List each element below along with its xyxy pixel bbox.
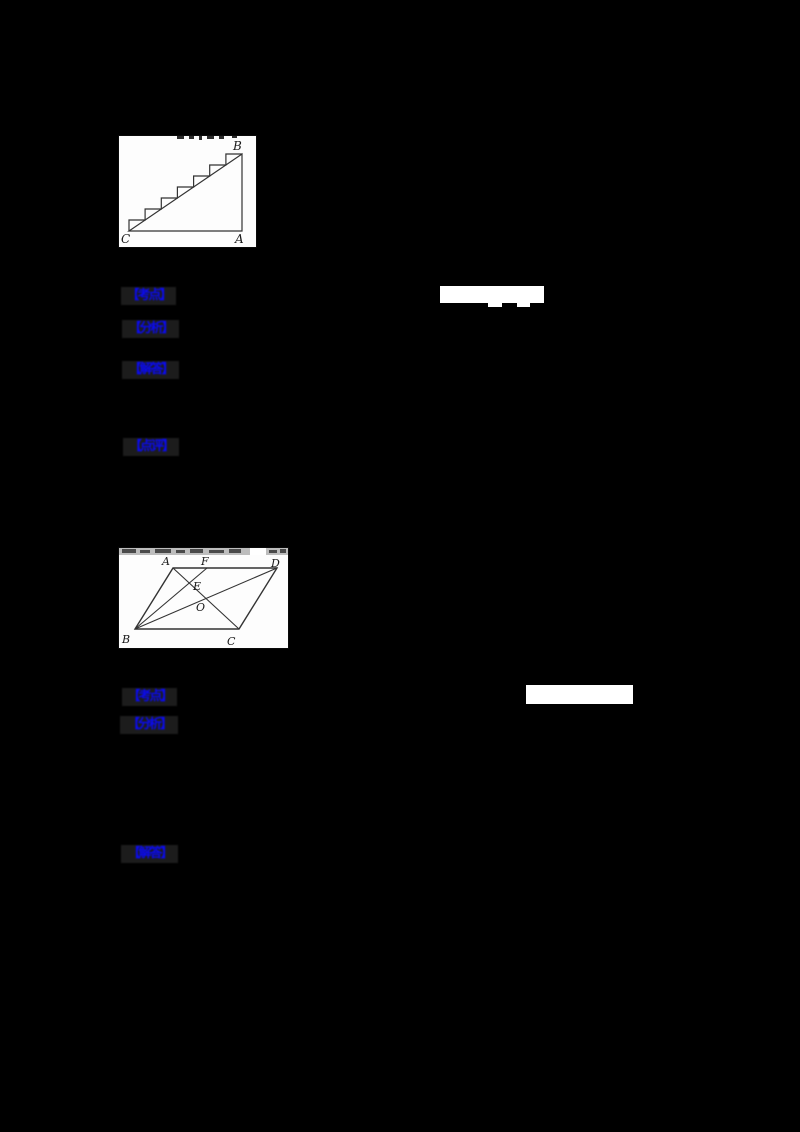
vertex-label-A: A <box>234 232 244 246</box>
vertex-label-B: B <box>121 633 130 646</box>
highlighted-text-1-descender <box>517 302 530 307</box>
cropped-text-fragment <box>232 136 237 138</box>
cropped-text-fragment <box>199 136 202 140</box>
highlighted-text-1-descender <box>488 302 502 307</box>
tag-jieda-2[interactable]: 【解答】 <box>121 845 178 863</box>
vertex-label-O: O <box>196 601 205 614</box>
vertex-label-E: E <box>192 580 201 593</box>
cropped-text-fragment <box>189 136 194 139</box>
vertex-label-B: B <box>232 139 242 153</box>
highlighted-text-1 <box>440 286 544 303</box>
figure-staircase-triangle: B C A <box>119 136 256 247</box>
cropped-text-strip <box>119 548 288 555</box>
vertex-label-C: C <box>121 232 130 246</box>
vertex-label-A: A <box>161 555 170 568</box>
figure-parallelogram: A F D E O B C <box>119 548 288 648</box>
vertex-label-F: F <box>200 555 209 568</box>
tag-fenxi-2[interactable]: 【分析】 <box>120 716 178 734</box>
tag-kaodian-2[interactable]: 【考点】 <box>122 688 177 706</box>
cropped-text-fragment <box>219 136 224 139</box>
vertex-label-D: D <box>270 557 280 570</box>
cropped-text-fragment <box>177 136 184 139</box>
tag-jieda-1[interactable]: 【解答】 <box>122 361 179 379</box>
vertex-label-C: C <box>227 635 236 648</box>
parallelogram-drawing: A F D E O B C <box>121 555 280 648</box>
tag-fenxi-1[interactable]: 【分析】 <box>122 320 179 338</box>
cropped-text-fragment <box>207 136 214 139</box>
tag-dianping-1[interactable]: 【点评】 <box>123 438 179 456</box>
staircase-triangle-drawing: B C A <box>121 139 244 246</box>
tag-kaodian-1[interactable]: 【考点】 <box>121 287 176 305</box>
highlighted-text-2 <box>526 685 633 704</box>
